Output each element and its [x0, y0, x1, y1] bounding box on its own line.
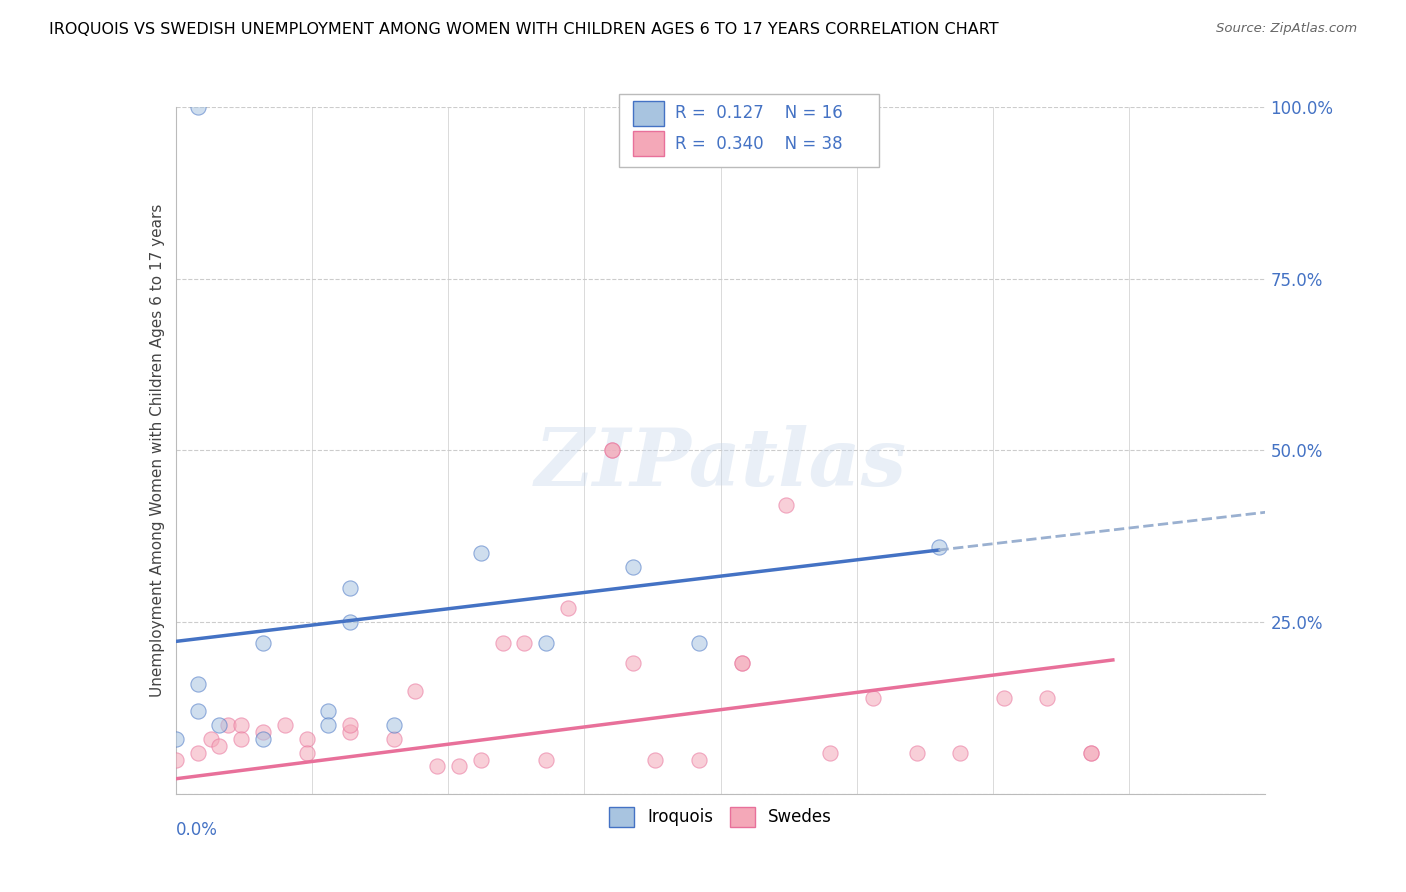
Point: [252, 731, 274, 746]
Point: [186, 705, 209, 719]
Point: [557, 601, 579, 615]
Text: 0.0%: 0.0%: [176, 822, 218, 839]
Point: [993, 690, 1015, 705]
Point: [534, 753, 557, 767]
Point: [1036, 690, 1059, 705]
Point: [165, 731, 187, 746]
Point: [165, 753, 187, 767]
Point: [905, 746, 928, 760]
Point: [274, 718, 297, 732]
Point: [492, 636, 515, 650]
Point: [513, 636, 536, 650]
Legend: Iroquois, Swedes: Iroquois, Swedes: [602, 800, 839, 834]
Text: IROQUOIS VS SWEDISH UNEMPLOYMENT AMONG WOMEN WITH CHILDREN AGES 6 TO 17 YEARS CO: IROQUOIS VS SWEDISH UNEMPLOYMENT AMONG W…: [49, 22, 998, 37]
Y-axis label: Unemployment Among Women with Children Ages 6 to 17 years: Unemployment Among Women with Children A…: [149, 203, 165, 698]
Point: [775, 499, 797, 513]
Point: [382, 718, 405, 732]
Point: [731, 657, 754, 671]
Point: [217, 718, 239, 732]
Point: [534, 636, 557, 650]
Point: [208, 739, 231, 753]
Point: [688, 753, 710, 767]
Point: [231, 731, 253, 746]
Point: [295, 746, 318, 760]
Point: [339, 581, 361, 595]
Point: [295, 731, 318, 746]
Point: [470, 546, 492, 561]
Point: [339, 725, 361, 739]
Text: ZIPatlas: ZIPatlas: [534, 425, 907, 503]
Point: [1080, 746, 1102, 760]
Point: [862, 690, 884, 705]
Point: [688, 636, 710, 650]
Point: [621, 560, 644, 574]
Point: [949, 746, 972, 760]
Point: [928, 540, 950, 554]
Point: [252, 725, 274, 739]
Point: [186, 677, 209, 691]
Point: [186, 100, 209, 114]
Point: [318, 705, 340, 719]
Point: [318, 718, 340, 732]
Point: [818, 746, 841, 760]
Text: Source: ZipAtlas.com: Source: ZipAtlas.com: [1216, 22, 1357, 36]
Point: [731, 657, 754, 671]
Point: [405, 683, 427, 698]
Point: [382, 731, 405, 746]
Point: [186, 746, 209, 760]
Point: [252, 636, 274, 650]
Point: [600, 443, 623, 458]
Point: [621, 657, 644, 671]
Point: [200, 731, 222, 746]
Point: [447, 759, 470, 773]
Point: [231, 718, 253, 732]
Point: [1080, 746, 1102, 760]
Point: [208, 718, 231, 732]
Point: [600, 443, 623, 458]
Point: [426, 759, 449, 773]
Point: [339, 718, 361, 732]
Text: R =  0.127    N = 16: R = 0.127 N = 16: [675, 104, 842, 122]
Point: [339, 615, 361, 630]
Point: [644, 753, 666, 767]
Text: R =  0.340    N = 38: R = 0.340 N = 38: [675, 135, 842, 153]
Point: [470, 753, 492, 767]
